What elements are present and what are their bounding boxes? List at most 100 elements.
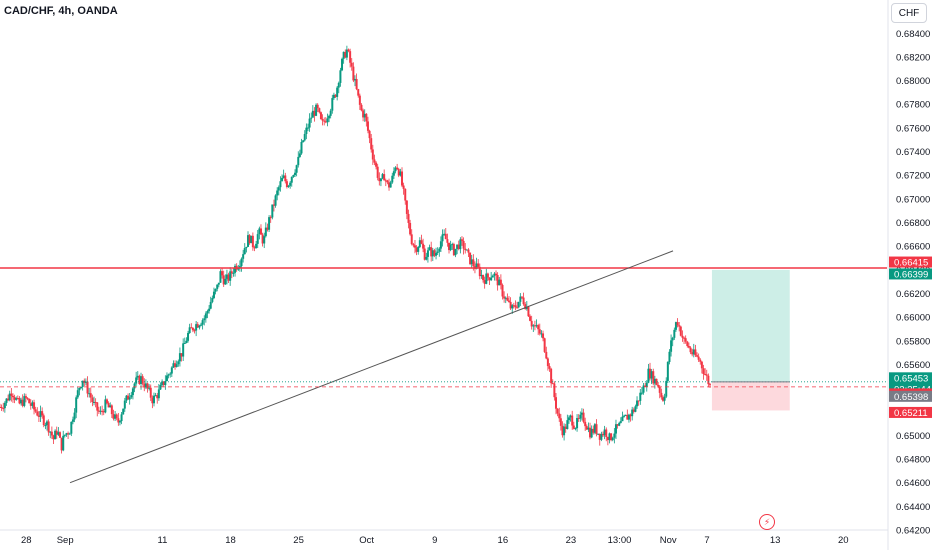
candle-body xyxy=(125,395,128,401)
price-tick-label: 0.66000 xyxy=(896,313,930,324)
candle-body xyxy=(692,349,695,355)
candle-body xyxy=(326,118,329,123)
candle-body xyxy=(334,94,337,97)
candle-body xyxy=(180,353,183,357)
candle-body xyxy=(504,297,507,299)
candle-body xyxy=(422,243,425,249)
candle-body xyxy=(29,403,32,406)
candle-body xyxy=(256,234,259,244)
price-tick-label: 0.66600 xyxy=(896,242,930,253)
candle-body xyxy=(229,271,232,281)
candle-body xyxy=(324,121,327,123)
candle-body xyxy=(686,341,689,346)
candle-body xyxy=(386,180,389,183)
candle-body xyxy=(598,433,601,440)
candle-body xyxy=(133,383,136,389)
price-tick-label: 0.67200 xyxy=(896,171,930,182)
candle-body xyxy=(559,418,562,426)
candle-body xyxy=(33,402,36,410)
candle-body xyxy=(140,376,143,385)
candle-body xyxy=(143,383,146,388)
candle-body xyxy=(694,349,697,356)
candle-body xyxy=(428,247,431,251)
candle-body xyxy=(214,288,217,292)
candle-body xyxy=(592,428,595,433)
trend-line xyxy=(69,250,674,484)
candle-body xyxy=(470,259,473,265)
candle-body xyxy=(545,351,548,359)
candle-body xyxy=(292,175,295,177)
candle-body xyxy=(595,424,598,434)
time-tick-label: 25 xyxy=(293,535,304,546)
candle-body xyxy=(0,407,3,409)
symbol-title[interactable]: CAD/CHF, 4h, OANDA xyxy=(4,5,118,17)
candle-body xyxy=(13,397,16,400)
candle-body xyxy=(425,256,428,260)
candle-body xyxy=(360,104,363,111)
candle-body xyxy=(37,415,40,417)
price-tick-label: 0.66200 xyxy=(896,289,930,300)
candle-body xyxy=(614,424,617,434)
price-axis[interactable]: 0.64200 0.64400 0.64600 0.64800 0.65000 0.652… xyxy=(887,0,930,550)
candle-body xyxy=(449,244,452,251)
candle-body xyxy=(493,273,496,276)
currency-button[interactable]: CHF xyxy=(891,3,927,23)
candle-body xyxy=(529,316,532,321)
candle-body xyxy=(347,49,350,52)
candle-body xyxy=(164,381,167,386)
candle-body xyxy=(302,140,305,142)
candle-body xyxy=(407,213,410,223)
candle-body xyxy=(49,431,52,433)
candle-body xyxy=(183,342,186,344)
candle-body xyxy=(52,435,55,440)
candle-body xyxy=(287,185,290,187)
candle-body xyxy=(20,399,23,404)
candle-body xyxy=(532,325,535,327)
candle-body xyxy=(548,366,551,369)
candle-body xyxy=(172,363,175,368)
candle-body xyxy=(188,327,191,334)
candle-body xyxy=(663,396,666,401)
candle-body xyxy=(587,427,590,430)
candle-body xyxy=(88,393,91,395)
candle-body xyxy=(195,324,198,331)
candle-body xyxy=(238,266,241,269)
candle-body xyxy=(486,273,489,278)
candle-body xyxy=(73,412,76,420)
candle-body xyxy=(460,239,463,241)
candle-body xyxy=(285,181,288,187)
candle-body xyxy=(311,110,314,118)
candle-body xyxy=(243,248,246,255)
candle-body xyxy=(556,408,559,414)
candle-body xyxy=(451,244,454,246)
candle-body xyxy=(495,273,498,276)
candle-body xyxy=(329,110,332,116)
candle-body xyxy=(138,375,141,385)
candle-body xyxy=(636,400,639,407)
price-tick-label: 0.65000 xyxy=(896,431,930,442)
candle-body xyxy=(44,425,47,427)
time-tick-label: 20 xyxy=(838,535,849,546)
target-zone xyxy=(711,269,790,382)
time-axis[interactable]: 28 Sep 11 18 25 Oct 9 16 23 13:00 Nov 7 13 20 xyxy=(0,529,888,546)
candle-body xyxy=(169,373,172,375)
lightning-icon[interactable]: ⚡ xyxy=(759,514,775,530)
candle-body xyxy=(331,98,334,111)
price-badge-label: 0.65453 xyxy=(894,373,928,384)
candle-body xyxy=(530,320,533,327)
candle-body xyxy=(227,274,230,281)
candle-body xyxy=(399,171,402,176)
candle-body xyxy=(610,433,613,441)
candle-body xyxy=(535,325,538,327)
candle-body xyxy=(355,78,358,90)
candle-body xyxy=(538,329,541,334)
candle-body xyxy=(357,89,360,96)
candle-body xyxy=(365,113,368,122)
candle-body xyxy=(177,361,180,365)
candle-body xyxy=(182,343,185,357)
candle-body xyxy=(439,241,442,249)
candle-body xyxy=(415,247,418,252)
candle-body xyxy=(452,244,455,256)
candle-body xyxy=(131,388,134,396)
